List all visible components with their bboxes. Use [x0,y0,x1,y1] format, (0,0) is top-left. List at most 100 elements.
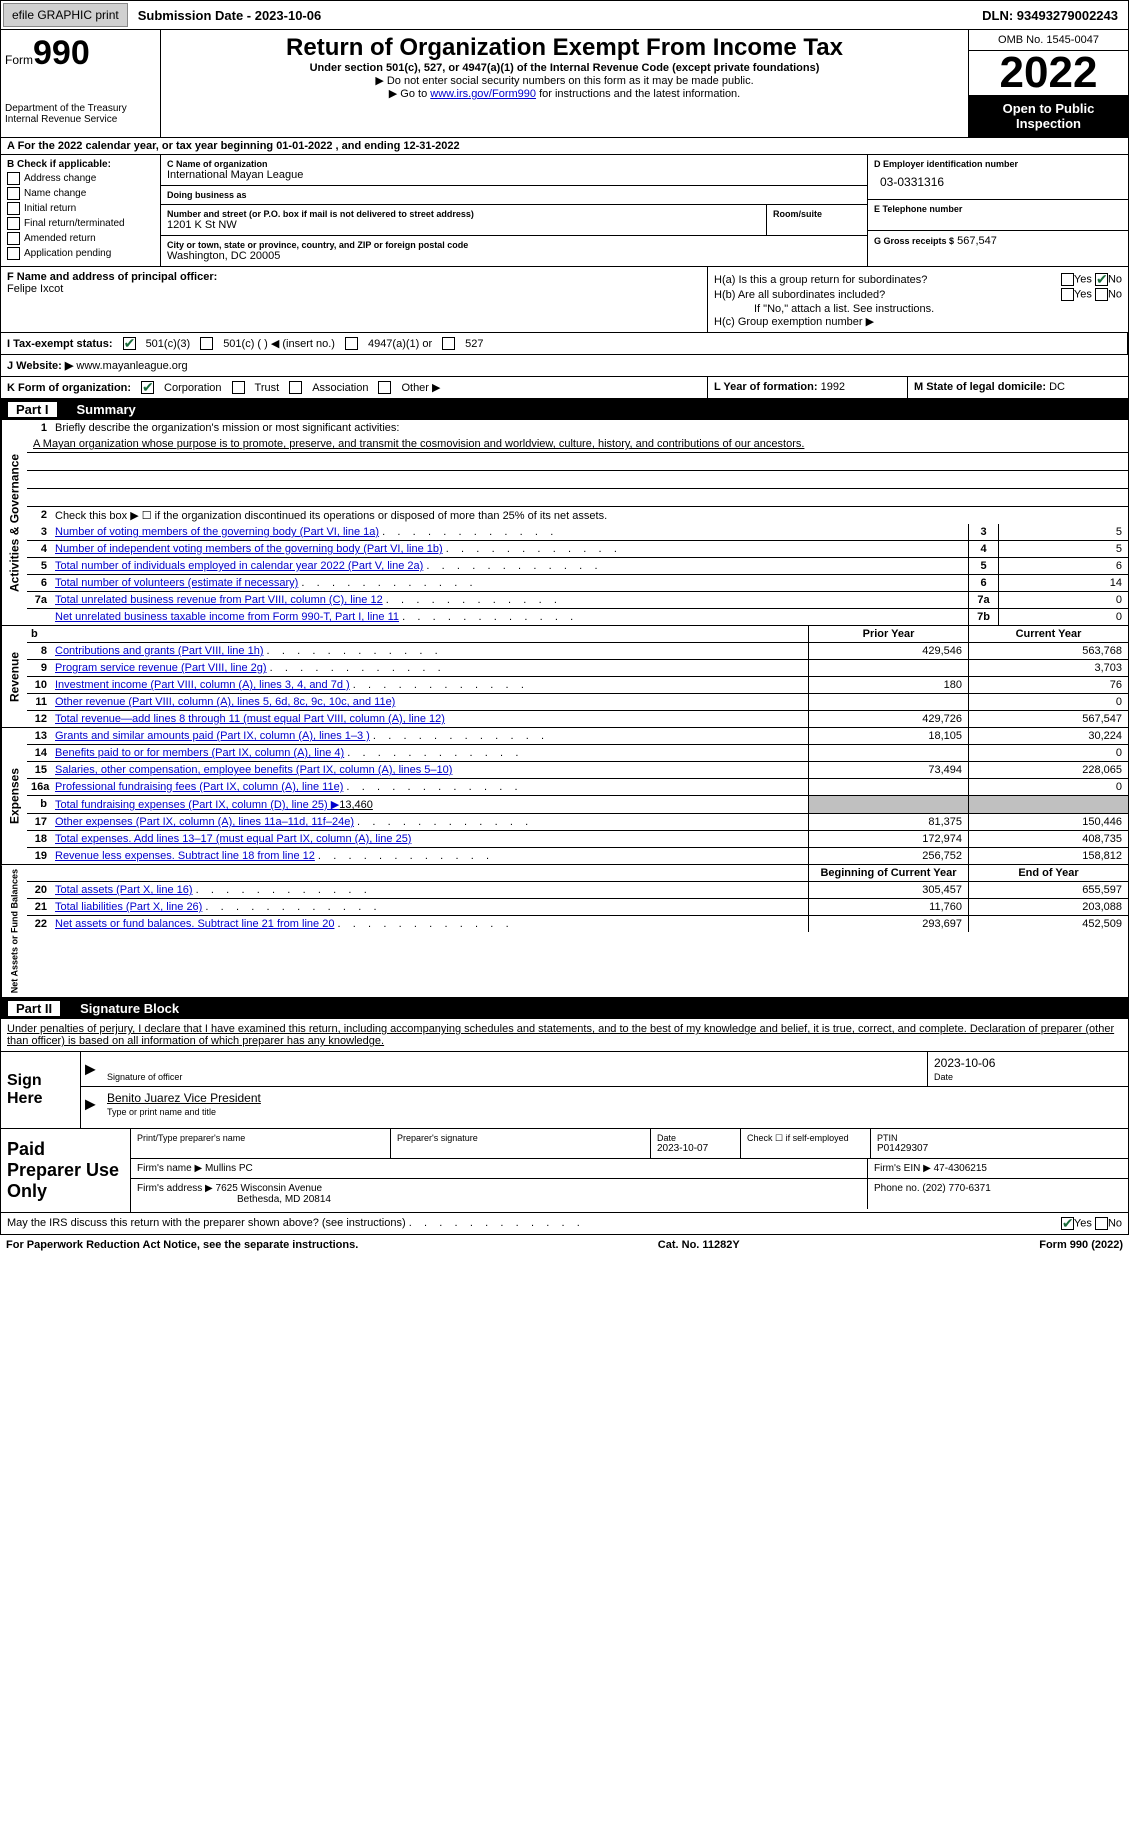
chk-4947[interactable] [345,337,358,350]
firm-addr2-value: Bethesda, MD 20814 [137,1194,331,1205]
chk-name-change[interactable] [7,187,20,200]
line21-desc[interactable]: Total liabilities (Part X, line 26) [55,901,202,913]
line5-val: 6 [998,558,1128,574]
chk-assoc[interactable] [289,381,302,394]
line8-cy: 563,768 [968,643,1128,659]
irs-link[interactable]: www.irs.gov/Form990 [430,88,536,100]
sig-officer-label: Signature of officer [107,1072,921,1082]
discuss-yes[interactable] [1061,1217,1074,1230]
line4-val: 5 [998,541,1128,557]
line7b-desc[interactable]: Net unrelated business taxable income fr… [55,611,399,623]
line20-cy: 655,597 [968,882,1128,898]
line4-desc[interactable]: Number of independent voting members of … [55,543,443,555]
chk-527[interactable] [442,337,455,350]
city-value: Washington, DC 20005 [167,250,861,262]
sign-block: Sign Here Signature of officer 2023-10-0… [0,1052,1129,1129]
line20-desc[interactable]: Total assets (Part X, line 16) [55,884,193,896]
vtab-activities: Activities & Governance [1,420,27,625]
line8-desc[interactable]: Contributions and grants (Part VIII, lin… [55,645,264,657]
section-l: L Year of formation: 1992 [708,377,908,398]
hb-yes-lbl: Yes [1074,288,1092,300]
l-label: L Year of formation: [714,381,818,393]
line7b-val: 0 [998,609,1128,625]
part1-title: Summary [77,402,136,417]
chk-501c[interactable] [200,337,213,350]
lbl-527: 527 [465,338,483,350]
line14-py [808,745,968,761]
chk-final-return[interactable] [7,217,20,230]
chk-501c3[interactable] [123,337,136,350]
prep-ptin-label: PTIN [877,1133,1122,1143]
lbl-corp: Corporation [164,382,221,394]
part1-label: Part I [8,402,57,417]
line22-cy: 452,509 [968,916,1128,932]
line12-desc[interactable]: Total revenue—add lines 8 through 11 (mu… [55,713,445,725]
street-value: 1201 K St NW [167,219,760,231]
hb-no[interactable] [1095,288,1108,301]
line10-desc[interactable]: Investment income (Part VIII, column (A)… [55,679,350,691]
line7a-desc[interactable]: Total unrelated business revenue from Pa… [55,594,383,606]
dept-treasury: Department of the Treasury Internal Reve… [5,103,156,125]
line6-desc[interactable]: Total number of volunteers (estimate if … [55,577,298,589]
line15-py: 73,494 [808,762,968,778]
cy-header: Current Year [968,626,1128,642]
line18-desc[interactable]: Total expenses. Add lines 13–17 (must eq… [55,833,411,845]
line19-py: 256,752 [808,848,968,864]
line13-py: 18,105 [808,728,968,744]
line5-desc[interactable]: Total number of individuals employed in … [55,560,423,572]
line19-desc[interactable]: Revenue less expenses. Subtract line 18 … [55,850,315,862]
firm-ein-value: 47-4306215 [934,1163,987,1174]
form-header: Form990 Department of the Treasury Inter… [0,30,1129,138]
footer-discuss: May the IRS discuss this return with the… [0,1213,1129,1235]
ha-no[interactable] [1095,273,1108,286]
hb-yes[interactable] [1061,288,1074,301]
ha-yes[interactable] [1061,273,1074,286]
gross-value: 567,547 [957,235,997,247]
chk-app-pending[interactable] [7,247,20,260]
line13-desc[interactable]: Grants and similar amounts paid (Part IX… [55,730,370,742]
prep-sig-label: Preparer's signature [397,1133,644,1143]
footer-bottom: For Paperwork Reduction Act Notice, see … [0,1235,1129,1255]
phone-label: E Telephone number [874,204,1122,214]
line15-desc[interactable]: Salaries, other compensation, employee b… [55,764,452,776]
efile-print-button[interactable]: efile GRAPHIC print [3,3,128,27]
line7a-val: 0 [998,592,1128,608]
line14-desc[interactable]: Benefits paid to or for members (Part IX… [55,747,344,759]
dba-label: Doing business as [167,190,861,200]
lbl-501c3: 501(c)(3) [146,338,191,350]
chk-initial-return[interactable] [7,202,20,215]
firm-name-label: Firm's name ▶ [137,1163,202,1174]
section-k: K Form of organization: Corporation Trus… [1,377,708,398]
line22-desc[interactable]: Net assets or fund balances. Subtract li… [55,918,334,930]
firm-ein-label: Firm's EIN ▶ [874,1163,931,1174]
line16b-desc[interactable]: Total fundraising expenses (Part IX, col… [55,799,339,811]
chk-other[interactable] [378,381,391,394]
gross-label: G Gross receipts $ [874,236,954,246]
line17-desc[interactable]: Other expenses (Part IX, column (A), lin… [55,816,354,828]
hb-label: H(b) Are all subordinates included? [714,289,885,301]
chk-amended[interactable] [7,232,20,245]
line9-desc[interactable]: Program service revenue (Part VIII, line… [55,662,267,674]
hb-no-lbl: No [1108,288,1122,300]
submission-date: Submission Date - 2023-10-06 [130,4,330,27]
firm-name-value: Mullins PC [205,1163,253,1174]
eoy-header: End of Year [968,865,1128,881]
row-fh: F Name and address of principal officer:… [0,267,1129,333]
discuss-no[interactable] [1095,1217,1108,1230]
chk-address-change[interactable] [7,172,20,185]
chk-corp[interactable] [141,381,154,394]
line16a-py [808,779,968,795]
i-label: I Tax-exempt status: [7,338,113,350]
line3-desc[interactable]: Number of voting members of the governin… [55,526,379,538]
prep-name-label: Print/Type preparer's name [137,1133,384,1143]
chk-trust[interactable] [232,381,245,394]
firm-phone-label: Phone no. [874,1183,920,1194]
firm-addr-label: Firm's address ▶ [137,1183,213,1194]
line11-desc[interactable]: Other revenue (Part VIII, column (A), li… [55,696,395,708]
header-middle: Return of Organization Exempt From Incom… [161,30,968,137]
city-label: City or town, state or province, country… [167,240,861,250]
boy-header: Beginning of Current Year [808,865,968,881]
lbl-4947: 4947(a)(1) or [368,338,432,350]
line16a-desc[interactable]: Professional fundraising fees (Part IX, … [55,781,343,793]
note2-pre: ▶ Go to [389,88,430,100]
